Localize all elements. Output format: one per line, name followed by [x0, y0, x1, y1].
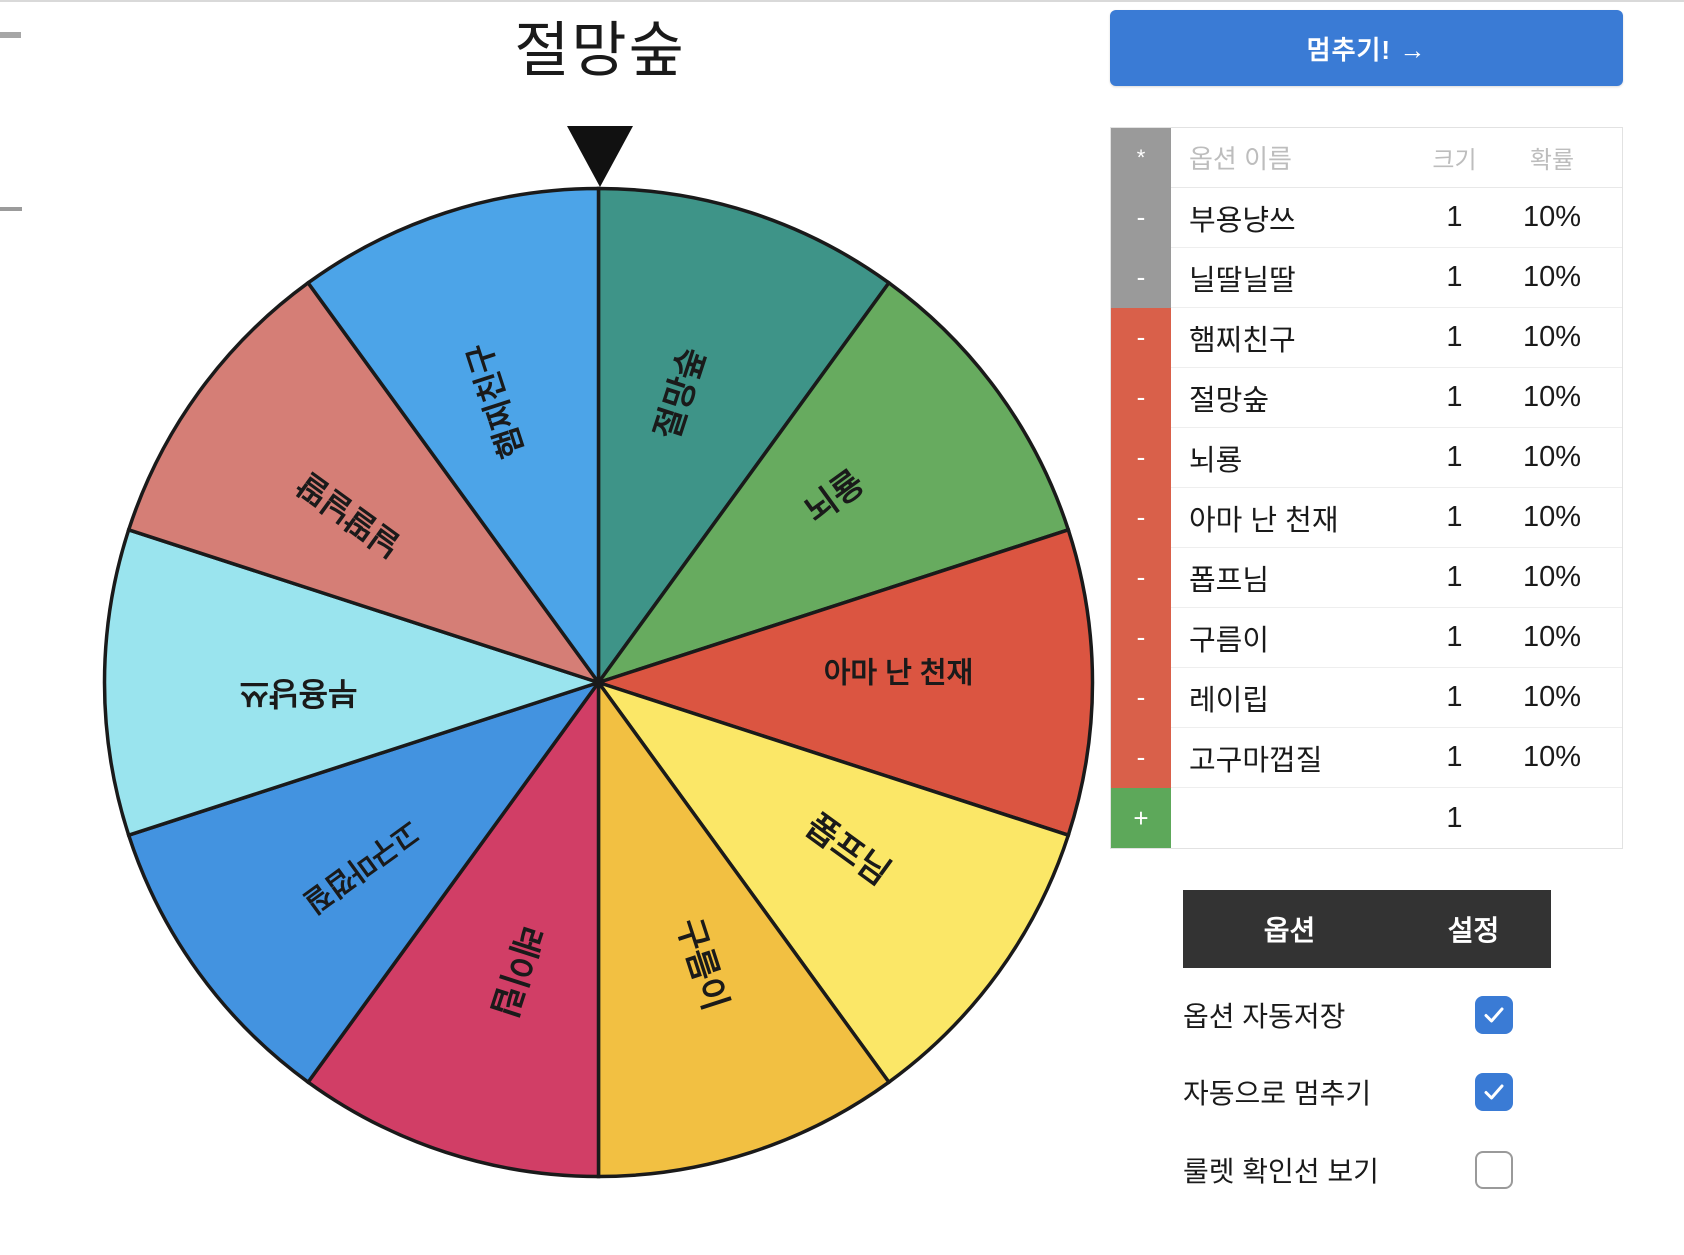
svg-text:부용냥쓰: 부용냥쓰 — [240, 676, 358, 712]
svg-text:아마 난 천재: 아마 난 천재 — [824, 657, 974, 690]
